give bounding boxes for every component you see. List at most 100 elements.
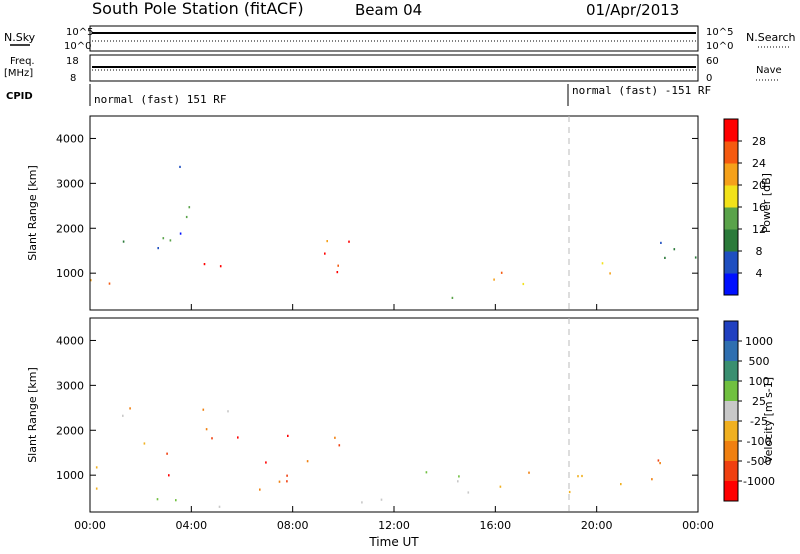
range-cell [324, 252, 326, 255]
cpid-segment-2: normal (fast) -151 RF [572, 84, 711, 97]
range-cell [609, 272, 611, 275]
velocity-y-ticks: 1000 2000 3000 4000 [56, 334, 698, 482]
freq-label-2: [MHz] [4, 68, 33, 79]
range-cell [157, 247, 159, 250]
colorbar-tick-label: 16 [752, 201, 766, 214]
cpid-label: CPID [6, 91, 33, 102]
range-cell [673, 248, 676, 251]
y-tick-label: 2000 [56, 424, 84, 437]
range-cell [660, 241, 662, 244]
range-cell [664, 256, 666, 259]
colorbar-segment [724, 229, 738, 252]
range-cell [620, 483, 622, 486]
range-cell [219, 265, 222, 268]
x-tick-label: 08:00 [277, 519, 309, 532]
colorbar-tick-label: 100 [749, 375, 770, 388]
range-cell [286, 480, 288, 483]
range-cell [380, 498, 383, 501]
power-y-ticks: 1000 2000 3000 4000 [56, 132, 698, 280]
range-cell [95, 487, 98, 490]
range-cell [694, 256, 697, 259]
range-cell [336, 271, 339, 274]
velocity-colorbar-label: Velocity [m s-1] [762, 377, 775, 463]
freq-traces [92, 66, 696, 71]
range-cell [334, 436, 336, 439]
range-cell [659, 462, 661, 465]
range-cell [500, 271, 503, 274]
colorbar-tick-label: -1000 [743, 475, 775, 488]
velocity-ylabel: Slant Range [km] [26, 367, 39, 463]
range-cell [457, 480, 459, 483]
power-colorbar-label: Power [dB] [760, 173, 773, 233]
range-cell [169, 239, 172, 242]
range-cell [95, 466, 98, 469]
range-cell [188, 206, 191, 209]
nave-label: Nave [756, 65, 782, 76]
nave-tick-bottom: 0 [706, 73, 712, 84]
range-cell [568, 490, 571, 494]
nsky-traces [92, 32, 696, 42]
colorbar-tick-label: -500 [747, 455, 772, 468]
freq-tick-top: 18 [66, 56, 79, 67]
station-title: South Pole Station (fitACF) [92, 0, 304, 18]
colorbar-segment [724, 341, 738, 362]
y-tick-label: 2000 [56, 222, 84, 235]
range-cell [203, 263, 206, 266]
x-tick-label: 20:00 [581, 519, 613, 532]
colorbar-segment [724, 381, 738, 402]
power-scatter [90, 165, 697, 299]
range-cell [581, 474, 583, 478]
colorbar-tick-label: 8 [756, 245, 763, 258]
range-cell [467, 491, 470, 494]
power-colorbar: 4 8 12 16 20 24 28 [723, 118, 766, 296]
colorbar-tick-label: 20 [752, 179, 766, 192]
power-ylabel: Slant Range [km] [26, 165, 39, 261]
range-cell [122, 240, 125, 243]
nave-tick-top: 60 [706, 56, 719, 67]
colorbar-tick-label: -25 [750, 415, 768, 428]
range-cell [179, 165, 181, 168]
cpid-segment-1: normal (fast) 151 RF [94, 93, 226, 106]
y-tick-label: 3000 [56, 379, 84, 392]
colorbar-tick-label: 1000 [745, 335, 773, 348]
range-cell [143, 442, 146, 445]
range-cell [528, 471, 530, 474]
range-cell [175, 499, 177, 502]
velocity-colorbar: 1000 500 100 25 -25 -100 -500 -1000 [723, 320, 775, 502]
range-cell [278, 480, 281, 483]
colorbar-tick-label: -100 [747, 435, 772, 448]
colorbar-segment [724, 273, 738, 296]
range-cell [348, 240, 350, 243]
range-cell [122, 414, 124, 417]
colorbar-segment [724, 251, 738, 274]
colorbar-segment [724, 163, 738, 186]
range-cell [337, 264, 339, 267]
range-cell [168, 474, 170, 477]
colorbar-segment [724, 361, 738, 382]
range-cell [205, 428, 208, 431]
range-cell [425, 471, 428, 474]
range-cell [202, 408, 205, 411]
colorbar-segment [724, 119, 738, 142]
range-cell [129, 407, 131, 410]
range-cell [179, 232, 182, 235]
range-cell [451, 296, 454, 299]
nsky-label: N.Sky [4, 31, 36, 44]
x-tick-label: 00:00 [74, 519, 106, 532]
y-tick-label: 4000 [56, 334, 84, 347]
freq-label-1: Freq. [10, 56, 35, 67]
colorbar-tick-label: 12 [752, 223, 766, 236]
colorbar-segment [724, 461, 738, 482]
colorbar-segment [724, 141, 738, 164]
colorbar-segment [724, 401, 738, 422]
range-cell [166, 452, 168, 455]
range-cell [522, 282, 525, 286]
range-cell [108, 282, 111, 285]
velocity-scatter [95, 407, 661, 508]
range-cell [156, 498, 159, 501]
range-cell [211, 437, 213, 440]
x-axis-label: Time UT [368, 535, 419, 549]
colorbar-segment [724, 441, 738, 462]
range-cell [499, 485, 502, 488]
